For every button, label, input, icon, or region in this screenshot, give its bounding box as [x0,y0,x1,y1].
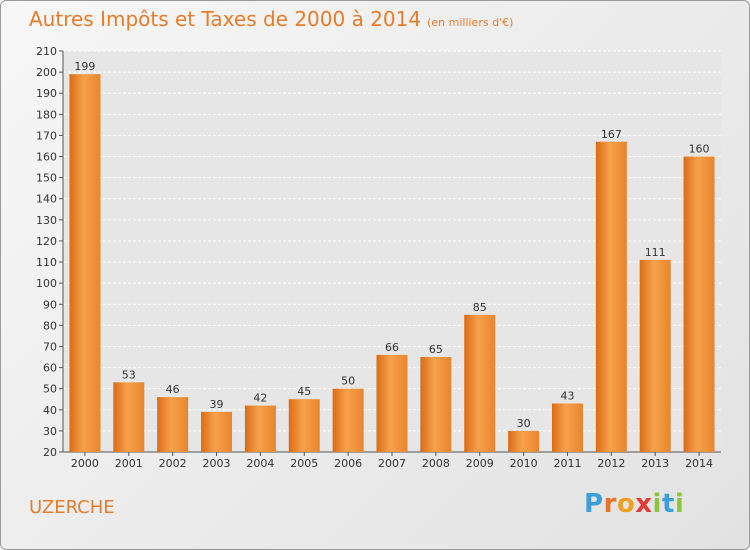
bar-2013 [639,259,671,452]
bar-2006 [332,388,364,452]
logo-letter: r [603,489,617,519]
bar-value-label: 43 [560,389,574,402]
y-tick-label: 200 [36,66,57,79]
logo-letter: o [616,489,636,519]
x-tick-label: 2005 [290,457,318,470]
y-tick-label: 120 [36,235,57,248]
y-tick-label: 40 [43,404,57,417]
x-tick-label: 2009 [466,457,494,470]
y-tick-label: 80 [43,319,57,332]
bar-value-label: 111 [645,246,666,259]
bar-value-label: 42 [253,392,267,405]
commune-name: UZERCHE [29,497,115,518]
bar-value-label: 167 [601,128,622,141]
bar-2005 [288,399,320,452]
y-tick-label: 100 [36,277,57,290]
bar-value-label: 45 [297,385,311,398]
y-tick-label: 20 [43,446,57,459]
y-tick-label: 70 [43,340,57,353]
x-tick-label: 2003 [203,457,231,470]
chart-title: Autres Impôts et Taxes de 2000 à 2014 (en… [29,7,513,31]
bar-2000 [69,74,101,452]
logo-letter: P [584,489,604,519]
x-tick-label: 2012 [597,457,625,470]
bar-value-label: 39 [210,398,224,411]
y-tick-label: 150 [36,172,57,185]
bar-2010 [508,430,540,452]
bar-2012 [595,141,627,452]
bar-value-label: 66 [385,341,399,354]
bar-value-label: 53 [122,368,136,381]
bar-value-label: 46 [166,383,180,396]
bar-2003 [201,411,233,452]
y-tick-label: 60 [43,362,57,375]
bar-2002 [157,397,189,452]
x-tick-label: 2002 [159,457,187,470]
x-tick-label: 2008 [422,457,450,470]
logo-letter: i [674,489,685,519]
bar-2004 [244,405,276,452]
y-tick-label: 110 [36,256,57,269]
logo-letter: x [635,489,653,519]
bar-2014 [683,156,715,453]
y-tick-label: 90 [43,298,57,311]
chart-unit: (en milliers d'€) [427,16,514,29]
x-tick-label: 2004 [246,457,274,470]
bar-value-label: 160 [689,143,710,156]
y-tick-label: 180 [36,108,57,121]
bar-value-label: 199 [74,60,95,73]
bars [69,74,715,453]
x-tick-label: 2001 [115,457,143,470]
proxiti-logo: Proxiti [584,489,684,519]
logo-letter: i [652,489,662,519]
bar-2001 [113,382,145,452]
y-tick-label: 210 [36,45,57,58]
x-tick-label: 2011 [553,457,581,470]
bar-2007 [376,354,408,452]
x-tick-label: 2014 [685,457,713,470]
x-tick-label: 2010 [510,457,538,470]
bar-value-label: 65 [429,343,443,356]
y-tick-label: 130 [36,214,57,227]
bar-value-label: 30 [517,417,531,430]
y-tick-label: 190 [36,87,57,100]
bar-value-label: 50 [341,375,355,388]
chart-title-text: Autres Impôts et Taxes de 2000 à 2014 [29,7,422,31]
x-tick-label: 2000 [71,457,99,470]
y-tick-label: 50 [43,383,57,396]
x-tick-label: 2006 [334,457,362,470]
labels: 20 30 40 50 60 70 80 90 100 110 120 130 140 150 160 170… [36,45,713,470]
x-tick-label: 2013 [641,457,669,470]
y-tick-label: 160 [36,151,57,164]
y-tick-label: 30 [43,425,57,438]
logo-letter: t [661,489,675,519]
y-tick-label: 170 [36,129,57,142]
bar-value-label: 85 [473,301,487,314]
bar-2011 [551,403,583,452]
y-tick-label: 140 [36,193,57,206]
bar-2009 [464,314,496,452]
bar-2008 [420,357,452,452]
x-tick-label: 2007 [378,457,406,470]
